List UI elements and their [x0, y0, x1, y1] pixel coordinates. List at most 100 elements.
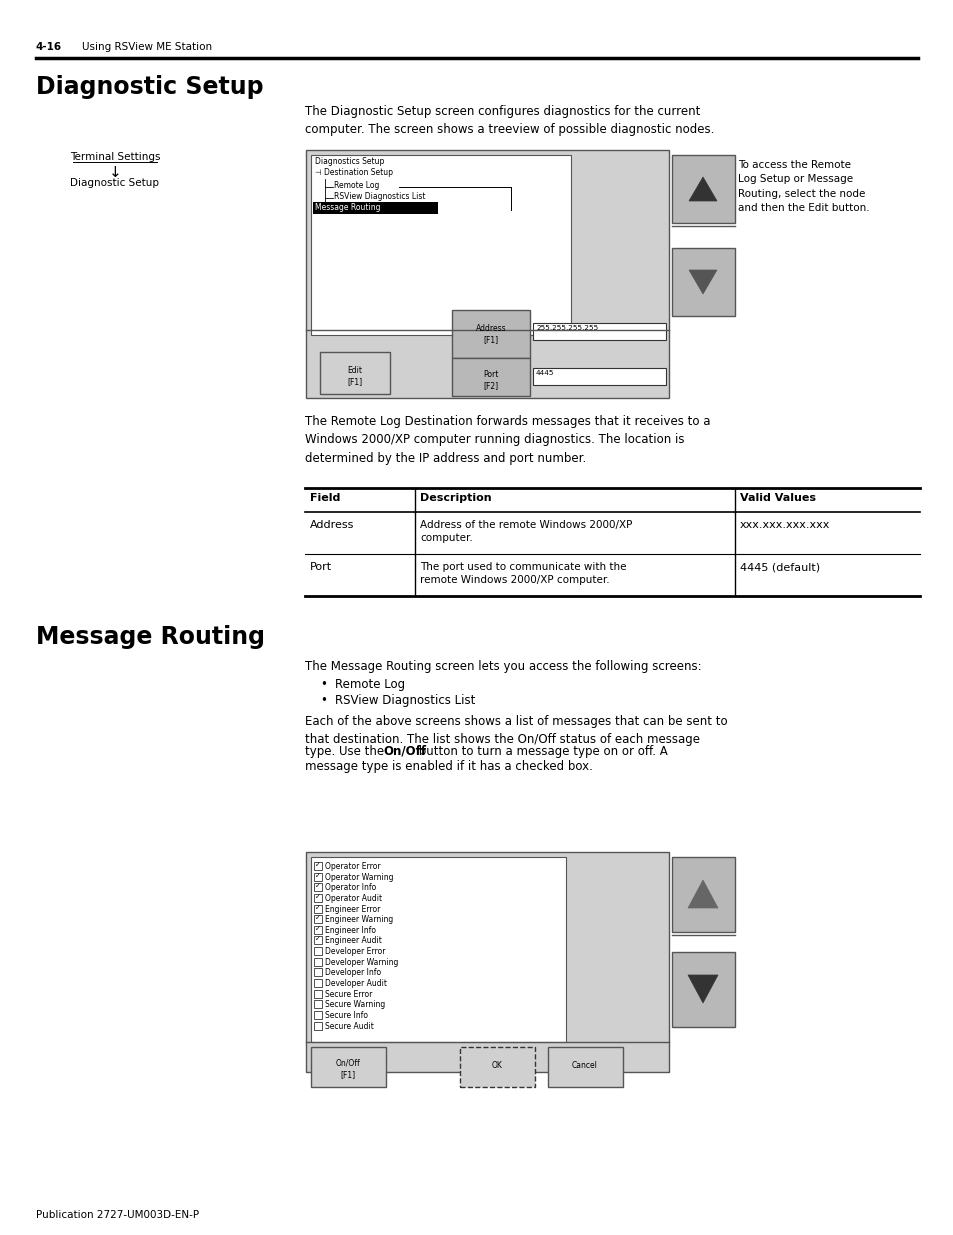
Bar	[311, 1047, 386, 1087]
Text: Field: Field	[310, 493, 340, 503]
Text: ✓: ✓	[314, 904, 320, 910]
Text: ✓: ✓	[314, 883, 320, 889]
Bar	[305, 513, 919, 555]
Text: ✓: ✓	[314, 915, 320, 921]
Bar	[306, 852, 668, 1072]
Text: Engineer Warning: Engineer Warning	[325, 915, 393, 924]
Text: Remote Log: Remote Log	[335, 678, 405, 692]
Text: Diagnostic Setup: Diagnostic Setup	[36, 75, 263, 99]
Bar	[452, 358, 530, 396]
Text: Operator Audit: Operator Audit	[325, 894, 382, 903]
Text: RSView Diagnostics List: RSView Diagnostics List	[335, 694, 475, 706]
Bar	[314, 989, 322, 998]
Bar	[671, 857, 734, 932]
Text: xxx.xxx.xxx.xxx: xxx.xxx.xxx.xxx	[740, 520, 829, 530]
Text: The Diagnostic Setup screen configures diagnostics for the current
computer. The: The Diagnostic Setup screen configures d…	[305, 105, 714, 137]
Text: Address of the remote Windows 2000/XP
computer.: Address of the remote Windows 2000/XP co…	[419, 520, 632, 543]
Bar	[533, 324, 665, 340]
Bar	[319, 352, 390, 394]
Bar	[314, 883, 322, 892]
Text: Edit
[F1]: Edit [F1]	[347, 366, 362, 387]
Text: Valid Values: Valid Values	[740, 493, 815, 503]
Bar	[314, 926, 322, 934]
Polygon shape	[688, 177, 717, 201]
Text: Developer Info: Developer Info	[325, 968, 381, 977]
Polygon shape	[687, 974, 718, 1003]
Text: On/Off
[F1]: On/Off [F1]	[335, 1058, 360, 1079]
Text: RSView Diagnostics List: RSView Diagnostics List	[334, 191, 425, 201]
Text: Engineer Error: Engineer Error	[325, 904, 380, 914]
Text: ✓: ✓	[314, 926, 320, 932]
Text: Port: Port	[310, 562, 332, 572]
Text: Diagnostic Setup: Diagnostic Setup	[71, 178, 159, 188]
Bar	[671, 156, 734, 224]
Text: Operator Warning: Operator Warning	[325, 873, 393, 882]
Bar	[314, 1000, 322, 1008]
Text: The Remote Log Destination forwards messages that it receives to a
Windows 2000/: The Remote Log Destination forwards mess…	[305, 415, 710, 466]
Text: Cancel: Cancel	[572, 1061, 598, 1070]
Text: Publication 2727-UM003D-EN-P: Publication 2727-UM003D-EN-P	[36, 1210, 199, 1220]
Text: Secure Audit: Secure Audit	[325, 1021, 374, 1030]
Text: Message Routing: Message Routing	[314, 203, 380, 212]
Text: The Message Routing screen lets you access the following screens:: The Message Routing screen lets you acce…	[305, 659, 700, 673]
Bar	[459, 1047, 535, 1087]
Bar	[314, 968, 322, 977]
Bar	[533, 368, 665, 385]
Text: Message Routing: Message Routing	[36, 625, 265, 650]
Bar	[314, 947, 322, 955]
Bar	[314, 1021, 322, 1030]
Text: ✓: ✓	[314, 862, 320, 868]
Bar	[547, 1047, 622, 1087]
Bar	[314, 894, 322, 902]
Bar	[313, 203, 437, 214]
Text: Operator Info: Operator Info	[325, 883, 375, 892]
Bar	[306, 149, 668, 398]
Text: Operator Error: Operator Error	[325, 862, 380, 871]
Text: button to turn a message type on or off. A: button to turn a message type on or off.…	[415, 745, 667, 758]
Bar	[314, 936, 322, 945]
Bar	[311, 857, 565, 1042]
Text: Address: Address	[310, 520, 354, 530]
Bar	[311, 156, 571, 335]
Text: ⊣ Destination Setup: ⊣ Destination Setup	[314, 168, 393, 177]
Text: Secure Info: Secure Info	[325, 1011, 368, 1020]
Polygon shape	[687, 881, 718, 908]
Text: Address
[F1]: Address [F1]	[476, 324, 506, 345]
Text: •: •	[319, 678, 327, 692]
Bar	[305, 488, 919, 513]
Bar	[314, 915, 322, 924]
Text: •: •	[319, 694, 327, 706]
Text: Description: Description	[419, 493, 491, 503]
Text: Secure Warning: Secure Warning	[325, 1000, 385, 1009]
Bar	[452, 310, 530, 358]
Text: 255.255.255.255: 255.255.255.255	[536, 325, 598, 331]
Text: Engineer Info: Engineer Info	[325, 926, 375, 935]
Bar	[671, 952, 734, 1028]
Text: Developer Error: Developer Error	[325, 947, 385, 956]
Text: ↓: ↓	[109, 165, 121, 180]
Text: Using RSView ME Station: Using RSView ME Station	[82, 42, 212, 52]
Bar	[314, 873, 322, 881]
Text: ✓: ✓	[314, 936, 320, 942]
Text: type. Use the: type. Use the	[305, 745, 388, 758]
Bar	[305, 555, 919, 597]
Text: ✓: ✓	[314, 894, 320, 900]
Bar	[314, 979, 322, 987]
Text: Diagnostics Setup: Diagnostics Setup	[314, 157, 384, 165]
Text: Secure Error: Secure Error	[325, 989, 372, 999]
Text: Remote Log: Remote Log	[334, 182, 379, 190]
Text: To access the Remote
Log Setup or Message
Routing, select the node
and then the : To access the Remote Log Setup or Messag…	[738, 161, 869, 214]
Text: The port used to communicate with the
remote Windows 2000/XP computer.: The port used to communicate with the re…	[419, 562, 626, 585]
Bar	[314, 862, 322, 869]
Text: 4-16: 4-16	[36, 42, 62, 52]
Text: Developer Warning: Developer Warning	[325, 957, 398, 967]
Text: Each of the above screens shows a list of messages that can be sent to
that dest: Each of the above screens shows a list o…	[305, 715, 727, 746]
Text: On/Off: On/Off	[382, 745, 426, 758]
Text: message type is enabled if it has a checked box.: message type is enabled if it has a chec…	[305, 760, 592, 773]
Bar	[314, 904, 322, 913]
Bar	[314, 1011, 322, 1019]
Text: Terminal Settings: Terminal Settings	[70, 152, 160, 162]
Text: Engineer Audit: Engineer Audit	[325, 936, 381, 946]
Text: ✓: ✓	[314, 873, 320, 878]
Bar	[671, 248, 734, 316]
